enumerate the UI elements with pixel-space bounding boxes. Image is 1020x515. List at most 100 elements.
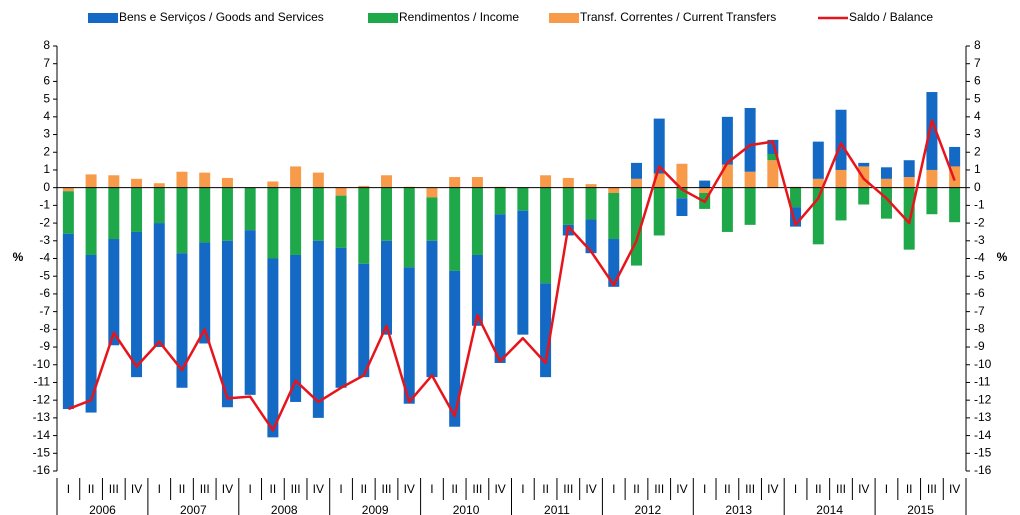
x-tick-label: I [885,482,888,496]
y2-tick-label: 1 [974,162,981,176]
bar [381,187,393,241]
y-tick-label: -8 [39,322,50,336]
bar [562,187,574,225]
year-label: 2015 [907,503,934,515]
bar [221,187,233,241]
bar [949,146,961,167]
x-tick-label: I [67,482,70,496]
bar [790,187,802,208]
y2-tick-label: -13 [974,410,992,424]
x-tick-label: III [836,482,846,496]
year-label: 2006 [89,503,116,515]
x-tick-label: IV [404,482,415,496]
bar [335,195,347,248]
y2-tick-label: 4 [974,109,981,123]
bar [676,187,688,199]
y2-tick-label: -7 [974,304,985,318]
y-tick-label: -16 [33,463,51,477]
x-tick-label: III [563,482,573,496]
y2-tick-label: -16 [974,463,992,477]
y-tick-label: 7 [43,56,50,70]
bar [176,171,188,188]
year-label: 2012 [634,503,661,515]
x-tick-label: III [109,482,119,496]
bar [880,187,892,219]
bar [403,267,415,404]
x-tick-label: III [927,482,937,496]
x-tick-label: III [472,482,482,496]
bar [108,239,120,346]
bar [85,187,97,255]
y2-tick-label: 5 [974,91,981,105]
bar [358,263,370,378]
legend-label: Transf. Correntes / Current Transfers [580,10,776,24]
y2-tick-label: -9 [974,339,985,353]
y-tick-label: 4 [43,109,50,123]
bar [153,183,165,188]
x-tick-label: II [179,482,186,496]
bar [176,187,188,254]
bar [62,233,74,410]
y-tick-label: -14 [33,428,51,442]
bar [676,198,688,216]
bar [812,187,824,245]
bar [85,174,97,188]
bar [653,118,665,174]
bar [471,187,483,255]
bar [744,171,756,188]
bar [835,109,847,170]
bar [494,187,506,215]
bar [835,187,847,221]
y2-axis-label: % [997,250,1008,264]
bar [653,173,665,188]
y-tick-label: 1 [43,162,50,176]
y-tick-label: 2 [43,144,50,158]
year-label: 2013 [725,503,752,515]
bar [880,178,892,188]
legend-swatch [368,13,398,23]
x-tick-label: IV [222,482,233,496]
x-tick-label: I [521,482,524,496]
bar [676,163,688,188]
bar [608,187,620,193]
x-tick-label: III [291,482,301,496]
bar [153,187,165,224]
bar [426,187,438,198]
y-tick-label: -4 [39,251,50,265]
bar [721,116,733,165]
y-axis-label: % [13,250,24,264]
legend-label: Bens e Serviços / Goods and Services [119,10,324,24]
x-tick-label: II [270,482,277,496]
bar [585,219,597,254]
bar [767,139,779,155]
bar [449,187,461,271]
bar [312,172,324,188]
y2-tick-label: -12 [974,392,992,406]
y-tick-label: 8 [43,38,50,52]
y2-tick-label: 0 [974,180,981,194]
bar [790,207,802,227]
bar [653,187,665,236]
bar [312,240,324,418]
bar [699,180,711,188]
bar [608,239,620,287]
bar [835,169,847,188]
bar [62,187,74,192]
x-tick-label: II [88,482,95,496]
y2-tick-label: -5 [974,268,985,282]
x-tick-label: II [542,482,549,496]
bar [221,240,233,408]
x-tick-label: II [633,482,640,496]
x-tick-label: I [703,482,706,496]
x-tick-label: IV [858,482,869,496]
bar [721,187,733,232]
bar [381,240,393,335]
y-tick-label: -7 [39,304,50,318]
bar [540,187,552,284]
bar [812,178,824,188]
y2-tick-label: -4 [974,251,985,265]
bar [858,162,870,167]
bar [517,210,529,335]
x-tick-label: III [745,482,755,496]
legend-swatch [88,13,118,23]
